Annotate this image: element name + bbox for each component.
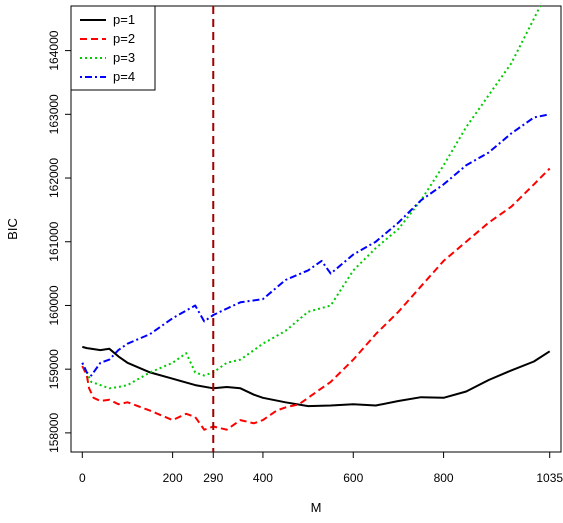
y-axis-title: BIC [5,218,20,240]
series-line-p3 [81,6,542,390]
legend-label-p4: p=4 [113,69,135,84]
legend-label-p2: p=2 [113,31,135,46]
x-tick-label: 400 [253,471,273,485]
y-tick-label: 161000 [47,221,61,261]
series-line-p4 [81,113,550,377]
x-tick-label: 200 [163,471,183,485]
y-tick-label: 160000 [47,285,61,325]
legend-label-p3: p=3 [113,50,135,65]
x-tick-label: 800 [434,471,454,485]
x-tick-label: 1035 [536,471,563,485]
plot-frame [70,5,562,453]
x-axis: 0 200 290 400 600 800 1035 [79,452,563,485]
x-tick-label: 600 [343,471,363,485]
series-line-p2 [81,167,551,431]
x-tick-label: 290 [203,471,223,485]
legend-label-p1: p=1 [113,12,135,27]
legend: p=1 p=2 p=3 p=4 [70,5,156,91]
y-tick-label: 162000 [47,158,61,198]
y-tick-label: 163000 [47,94,61,134]
x-tick-label: 0 [79,471,86,485]
x-axis-title: M [311,500,322,515]
y-tick-label: 164000 [47,30,61,70]
series-line-p1 [82,345,551,408]
y-tick-label: 158000 [47,413,61,453]
series-layer [81,6,551,431]
y-axis: 158000 159000 160000 161000 162000 163000 1640… [47,30,71,453]
y-tick-label: 159000 [47,349,61,389]
